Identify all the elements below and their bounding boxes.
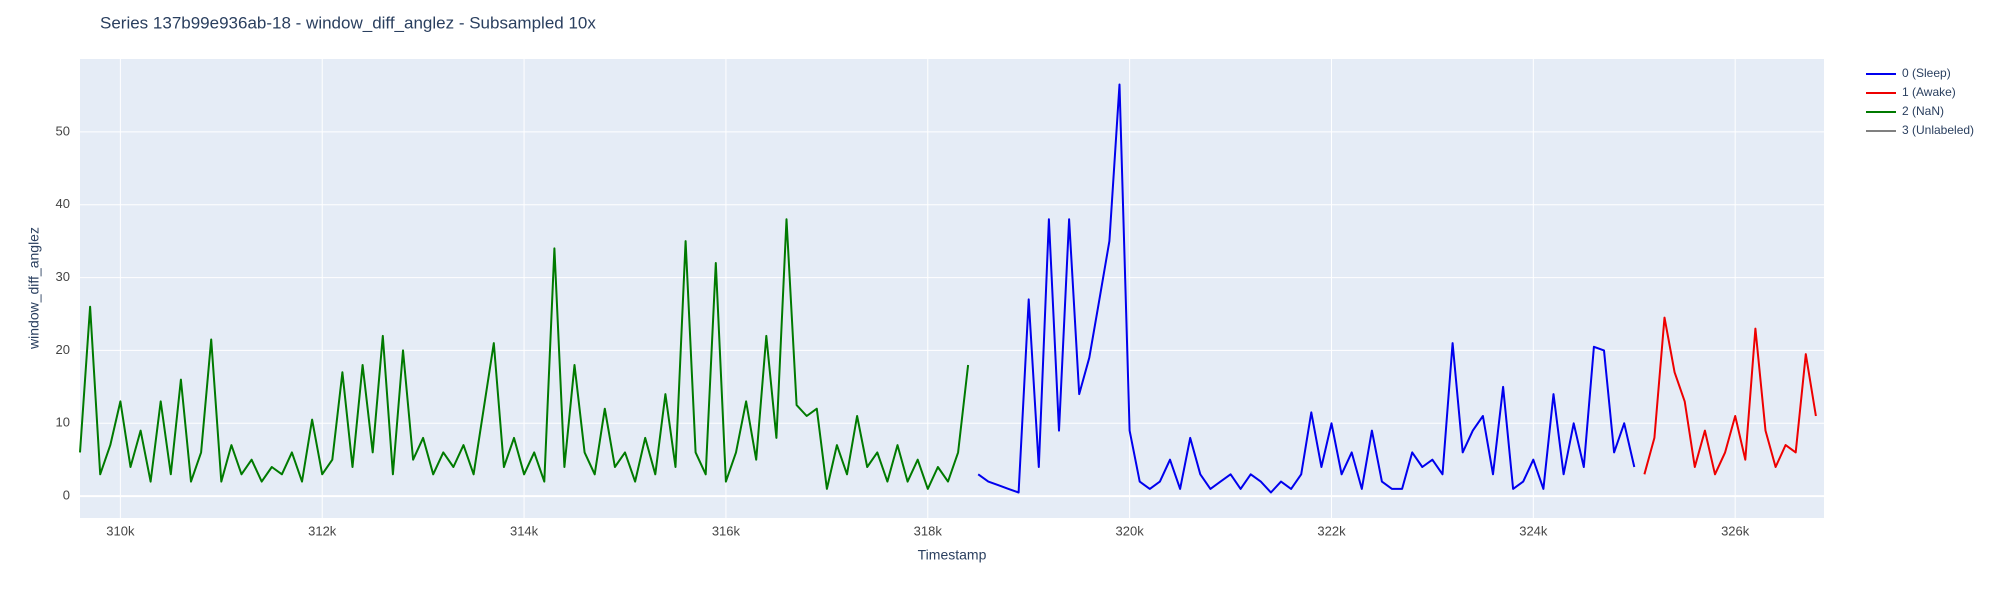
x-tick-label: 314k <box>510 523 539 538</box>
legend-label: 1 (Awake) <box>1902 85 1956 99</box>
x-tick-label: 310k <box>106 523 135 538</box>
x-tick-label: 322k <box>1317 523 1346 538</box>
plot-background <box>80 59 1824 518</box>
x-tick-label: 326k <box>1721 523 1750 538</box>
x-tick-label: 316k <box>712 523 741 538</box>
y-tick-label: 20 <box>56 342 70 357</box>
series-line <box>1643 316 1817 476</box>
y-tick-label: 50 <box>56 123 70 138</box>
series-line <box>79 218 970 490</box>
chart-title: Series 137b99e936ab-18 - window_diff_ang… <box>100 13 596 32</box>
legend-label: 2 (NaN) <box>1902 104 1944 118</box>
legend-label: 3 (Unlabeled) <box>1902 123 1974 137</box>
x-tick-label: 318k <box>914 523 943 538</box>
series-line <box>977 83 1636 494</box>
y-tick-label: 30 <box>56 269 70 284</box>
y-axis-title: window_diff_anglez <box>26 227 42 350</box>
legend-label: 0 (Sleep) <box>1902 66 1951 80</box>
x-tick-label: 320k <box>1116 523 1145 538</box>
x-tick-label: 324k <box>1519 523 1548 538</box>
y-tick-label: 40 <box>56 196 70 211</box>
x-axis-title: Timestamp <box>918 547 987 563</box>
y-tick-label: 10 <box>56 415 70 430</box>
y-tick-label: 0 <box>63 488 70 503</box>
x-tick-label: 312k <box>308 523 337 538</box>
